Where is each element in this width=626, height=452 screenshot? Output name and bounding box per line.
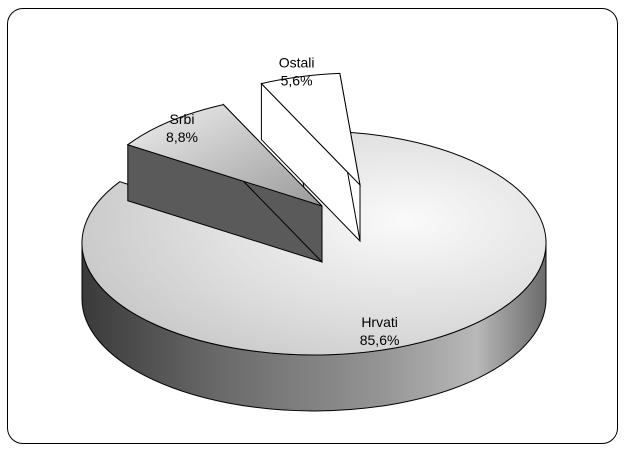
value-label-hrvati: 85,6% <box>360 332 400 348</box>
slice-ostali <box>260 72 361 187</box>
value-label-ostali: 5,6% <box>281 72 313 88</box>
label-ostali: Ostali <box>279 54 315 70</box>
label-srbi: Srbi <box>170 111 195 127</box>
value-label-srbi: 8,8% <box>166 129 198 145</box>
slice-hrvati <box>81 130 547 356</box>
label-hrvati: Hrvati <box>361 314 398 330</box>
slice-srbi <box>126 104 323 207</box>
